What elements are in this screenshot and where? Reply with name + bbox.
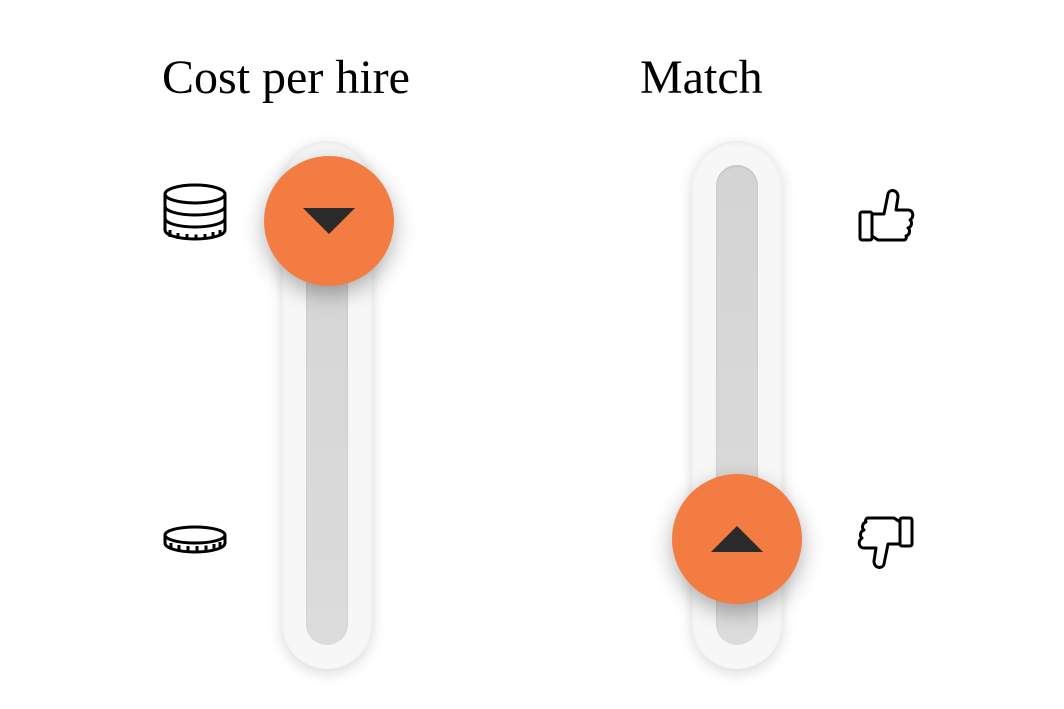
- chevron-down-icon: [303, 208, 355, 234]
- coins-stack-icon: [156, 182, 234, 249]
- title-cost-per-hire: Cost per hire: [162, 50, 410, 105]
- slider-match-knob[interactable]: [672, 474, 802, 604]
- chevron-up-icon: [711, 526, 763, 552]
- coin-single-icon: [160, 525, 230, 560]
- title-match: Match: [640, 50, 763, 105]
- thumbs-down-icon: [854, 510, 918, 579]
- slider-cost-knob[interactable]: [264, 156, 394, 286]
- thumbs-up-icon: [854, 184, 918, 253]
- canvas: Cost per hire Match: [0, 0, 1064, 709]
